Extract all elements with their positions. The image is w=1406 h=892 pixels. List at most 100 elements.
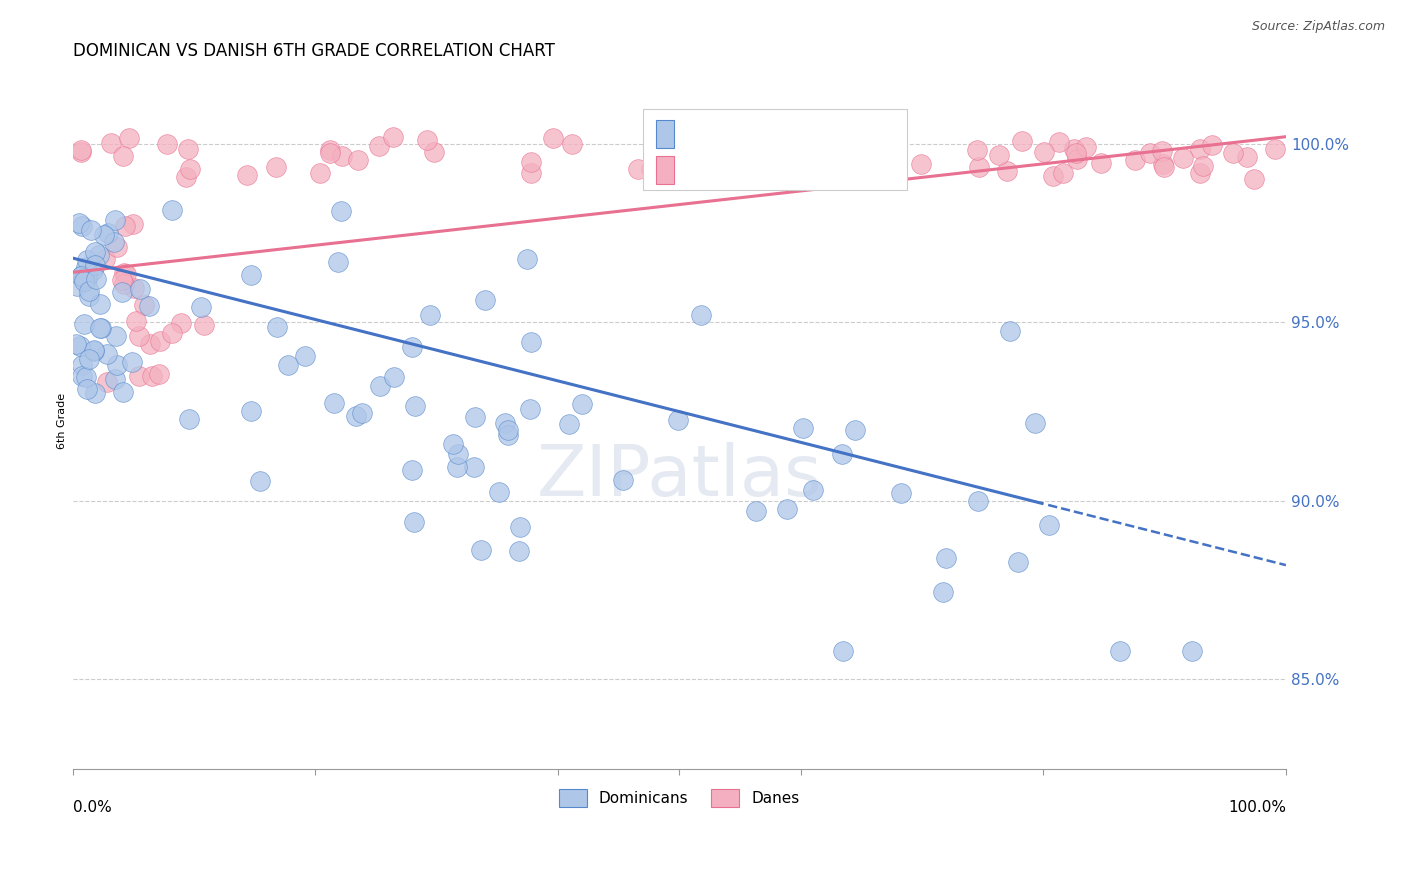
Danes <box>1125 153 1147 167</box>
Danes <box>1173 151 1195 165</box>
Dominicans <box>690 308 713 322</box>
Danes <box>309 166 332 180</box>
Danes <box>728 168 751 182</box>
Danes <box>1152 157 1174 171</box>
Danes <box>734 137 756 152</box>
Dominicans <box>401 341 423 355</box>
Danes <box>141 368 163 383</box>
Dominicans <box>84 271 107 285</box>
Danes <box>1192 159 1215 173</box>
Dominicans <box>496 427 519 442</box>
Dominicans <box>70 368 93 383</box>
Dominicans <box>612 473 634 487</box>
Dominicans <box>249 474 271 488</box>
Danes <box>114 219 136 234</box>
Dominicans <box>76 383 98 397</box>
Dominicans <box>90 321 112 335</box>
Dominicans <box>516 252 538 266</box>
Dominicans <box>76 253 98 268</box>
Danes <box>1052 166 1074 180</box>
Dominicans <box>776 502 799 516</box>
Dominicans <box>350 406 373 420</box>
Danes <box>128 329 150 343</box>
Danes <box>697 159 720 173</box>
Dominicans <box>75 370 97 384</box>
Danes <box>112 149 135 163</box>
Dominicans <box>1109 644 1132 658</box>
Danes <box>801 143 824 157</box>
Danes <box>122 281 145 295</box>
Danes <box>1066 153 1088 167</box>
Danes <box>118 130 141 145</box>
Dominicans <box>998 324 1021 338</box>
Dominicans <box>446 460 468 475</box>
Danes <box>748 155 770 169</box>
Dominicans <box>441 436 464 450</box>
Danes <box>910 157 932 171</box>
Danes <box>148 367 170 381</box>
Danes <box>105 240 128 254</box>
Danes <box>988 147 1011 161</box>
Danes <box>838 163 860 178</box>
Danes <box>661 160 683 174</box>
Danes <box>112 277 135 292</box>
Dominicans <box>368 379 391 393</box>
Dominicans <box>96 347 118 361</box>
Danes <box>1033 145 1056 159</box>
Danes <box>111 273 134 287</box>
Danes <box>125 314 148 328</box>
Dominicans <box>83 344 105 359</box>
Danes <box>115 267 138 281</box>
Dominicans <box>464 409 486 424</box>
Dominicans <box>65 336 87 351</box>
Dominicans <box>1181 644 1204 658</box>
Text: ZIPatlas: ZIPatlas <box>537 442 823 511</box>
Dominicans <box>89 297 111 311</box>
Dominicans <box>84 385 107 400</box>
Danes <box>838 141 860 155</box>
Dominicans <box>831 447 853 461</box>
Danes <box>1150 145 1173 159</box>
Danes <box>699 157 721 171</box>
Danes <box>382 129 405 144</box>
Danes <box>1139 145 1161 160</box>
Danes <box>93 252 115 266</box>
Danes <box>179 162 201 177</box>
Danes <box>156 137 179 152</box>
Dominicans <box>935 550 957 565</box>
Dominicans <box>844 423 866 437</box>
Dominicans <box>84 244 107 259</box>
Danes <box>967 160 990 174</box>
Danes <box>731 168 754 182</box>
Dominicans <box>104 372 127 386</box>
Text: R =: R = <box>685 161 727 179</box>
Danes <box>1243 172 1265 186</box>
Dominicans <box>344 409 367 424</box>
Text: 100.0%: 100.0% <box>1227 800 1286 815</box>
Danes <box>1236 150 1258 164</box>
Dominicans <box>447 447 470 461</box>
Danes <box>368 138 391 153</box>
Dominicans <box>494 416 516 430</box>
Danes <box>1063 142 1085 156</box>
Danes <box>1188 142 1211 156</box>
Dominicans <box>72 268 94 283</box>
Text: 0.520: 0.520 <box>720 161 787 179</box>
Danes <box>170 316 193 330</box>
Dominicans <box>93 227 115 242</box>
Danes <box>877 136 900 151</box>
Danes <box>70 145 93 160</box>
Danes <box>1201 138 1223 153</box>
Dominicans <box>77 351 100 366</box>
Dominicans <box>294 349 316 363</box>
Dominicans <box>83 343 105 358</box>
Dominicans <box>89 247 111 261</box>
Dominicans <box>104 213 127 227</box>
Dominicans <box>382 370 405 384</box>
Dominicans <box>162 203 184 218</box>
Dominicans <box>277 359 299 373</box>
Danes <box>1264 142 1286 156</box>
Danes <box>844 150 866 164</box>
Dominicans <box>401 463 423 477</box>
Danes <box>519 154 541 169</box>
